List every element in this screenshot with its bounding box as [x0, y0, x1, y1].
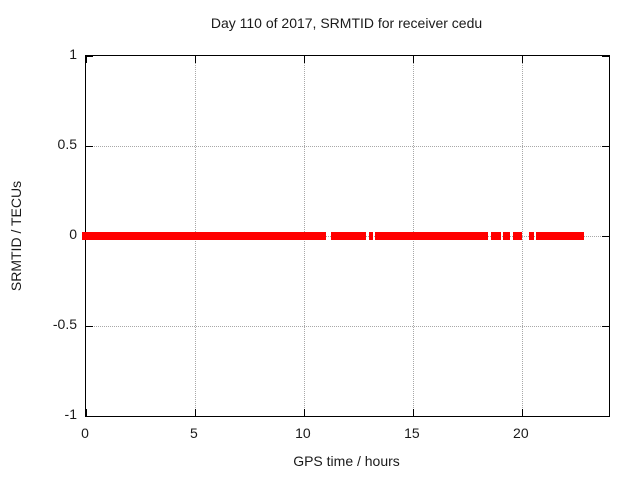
x-tick-mark: [412, 409, 414, 416]
series-segment: [535, 232, 584, 240]
series-segment: [82, 232, 326, 240]
y-tick-mark-right: [602, 56, 609, 57]
y-tick-mark: [86, 146, 93, 147]
y-tick-label: 0.5: [57, 136, 77, 152]
x-tick-label: 5: [190, 425, 198, 441]
x-tick-label: 20: [513, 425, 529, 441]
series-segment: [331, 232, 367, 240]
y-tick-mark-right: [602, 416, 609, 417]
y-tick-mark: [86, 416, 93, 417]
x-tick-label: 10: [295, 425, 311, 441]
chart-title: Day 110 of 2017, SRMTID for receiver ced…: [210, 15, 483, 31]
y-tick-mark: [86, 56, 93, 57]
plot-area: [82, 55, 610, 417]
y-tick-label: 0: [69, 226, 77, 242]
x-tick-mark-top: [86, 56, 87, 63]
x-tick-mark: [86, 409, 87, 416]
y-tick-label: 1: [69, 46, 77, 62]
y-tick-mark-right: [602, 146, 609, 147]
y-tick-mark-right: [602, 236, 609, 237]
x-tick-label: 15: [404, 425, 420, 441]
x-tick-mark-top: [303, 56, 305, 63]
y-tick-mark: [86, 326, 93, 327]
series-segment: [503, 232, 510, 240]
y-gridline: [86, 326, 609, 327]
y-tick-label: -0.5: [52, 316, 77, 332]
series-segment: [369, 232, 373, 240]
x-tick-mark: [521, 409, 523, 416]
y-tick-label: -1: [64, 406, 77, 422]
series-segment: [529, 232, 534, 240]
x-axis-label: GPS time / hours: [293, 453, 400, 469]
x-tick-mark-top: [412, 56, 414, 63]
x-tick-mark-top: [194, 56, 196, 63]
x-tick-mark: [194, 409, 196, 416]
y-tick-mark-right: [602, 326, 609, 327]
x-tick-mark-top: [521, 56, 523, 63]
y-gridline: [86, 146, 609, 147]
series-segment: [374, 232, 489, 240]
series-segment: [491, 232, 502, 240]
x-tick-label: 0: [81, 425, 89, 441]
series-segment: [513, 232, 522, 240]
x-tick-mark: [303, 409, 305, 416]
